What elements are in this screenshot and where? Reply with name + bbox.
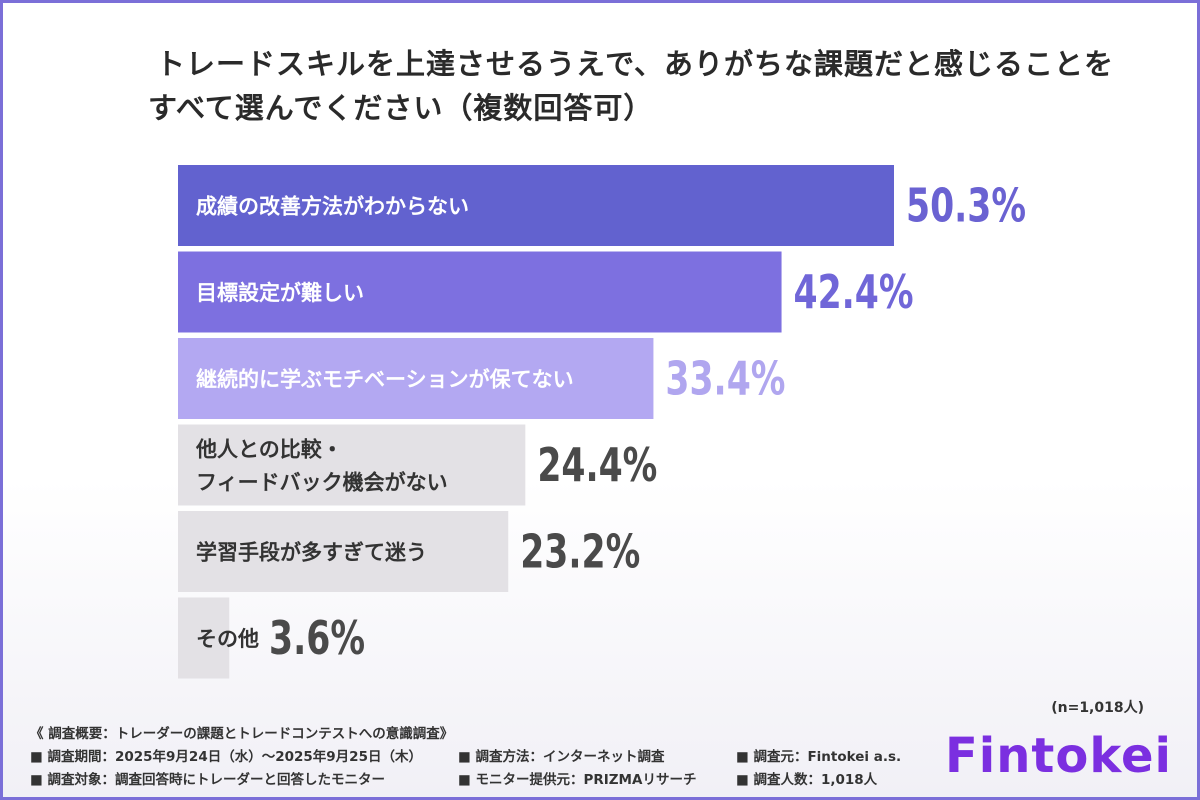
- bar-value-4: 24.4%: [537, 438, 657, 492]
- survey-period: ■ 調査期間：2025年9月24日（水）～2025年9月25日（木）: [30, 749, 422, 765]
- bar-2: [178, 251, 782, 333]
- survey-method: ■ 調査方法：インターネット調査: [458, 749, 665, 765]
- bar-label-4-line-2: フィードバック機会がない: [196, 471, 448, 495]
- bar-6: [178, 597, 230, 679]
- bar-label-6: その他: [196, 627, 259, 651]
- bar-label-2: 目標設定が難しい: [196, 281, 364, 305]
- survey-row: ■ 調査期間：2025年9月24日（水）～2025年9月25日（木） ■ 調査方…: [30, 745, 910, 768]
- bar-label-1: 成績の改善方法がわからない: [196, 195, 469, 219]
- bar-1: [178, 165, 894, 246]
- chart-title-line-1: トレードスキルを上達させるうえで、ありがちな課題だと感じることを: [156, 47, 1114, 81]
- bar-4: [178, 424, 526, 506]
- bar-value-1: 50.3%: [906, 179, 1026, 233]
- bar-value-2: 42.4%: [794, 265, 914, 319]
- bar-label-3: 継続的に学ぶモチベーションが保てない: [196, 368, 574, 392]
- survey-monitor-provider: ■ モニター提供元：PRIZMAリサーチ: [458, 772, 697, 788]
- sample-size-note: (n=1,018人): [1051, 700, 1144, 716]
- bar-value-5: 23.2%: [520, 525, 640, 579]
- survey-target: ■ 調査対象：調査回答時にトレーダーと回答したモニター: [30, 772, 385, 788]
- chart-title: トレードスキルを上達させるうえで、ありがちな課題だと感じることを すべて選んでく…: [148, 42, 1138, 130]
- survey-source: ■ 調査元：Fintokei a.s.: [736, 749, 902, 765]
- bar-3: [178, 338, 654, 419]
- bar-value-3: 33.4%: [665, 352, 785, 406]
- chart-title-line-2: すべて選んでください（複数回答可）: [148, 91, 654, 125]
- bar-label-4-line-1: 他人との比較・: [195, 438, 343, 462]
- survey-overview: 《 調査概要：トレーダーの課題とトレードコンテストへの意識調査》 ■ 調査期間：…: [30, 722, 910, 791]
- bar-5: [178, 511, 509, 592]
- bar-label-5: 学習手段が多すぎて迷う: [196, 541, 427, 565]
- fintokei-logo: Fintokei: [945, 728, 1172, 784]
- bar-value-6: 3.6%: [269, 611, 365, 665]
- survey-respondents: ■ 調査人数：1,018人: [736, 772, 878, 788]
- survey-row: ■ 調査対象：調査回答時にトレーダーと回答したモニター ■ モニター提供元：PR…: [30, 768, 910, 791]
- survey-overview-title: 《 調査概要：トレーダーの課題とトレードコンテストへの意識調査》: [30, 726, 454, 742]
